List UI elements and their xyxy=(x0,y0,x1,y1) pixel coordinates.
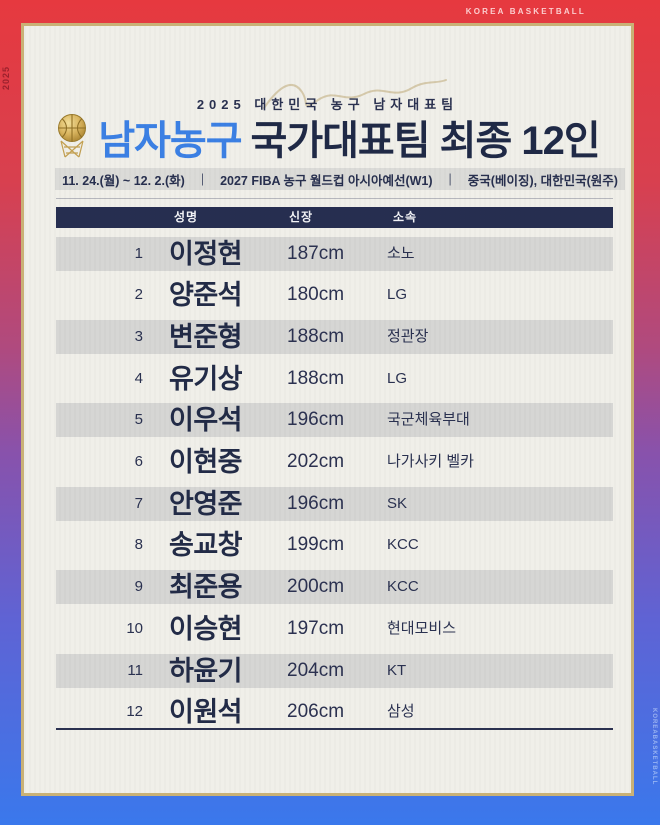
player-number: 6 xyxy=(134,453,143,470)
player-height: 180cm xyxy=(287,284,345,306)
table-row: 1 이정현 187cm 소노 xyxy=(56,236,613,271)
title-part-dark: 국가대표팀 최종 12인 xyxy=(250,119,601,163)
table-row: 7 안영준 196cm SK xyxy=(56,486,613,521)
column-header-name: 성명 xyxy=(174,210,199,224)
signature-scribble-icon xyxy=(263,79,447,109)
player-number: 4 xyxy=(134,369,143,387)
player-team: 현대모비스 xyxy=(387,619,457,637)
border-watermark: KOREABASKETBALL xyxy=(651,707,657,785)
table-row: 8 송교창 199cm KCC xyxy=(56,528,613,562)
player-name: 이정현 xyxy=(169,238,243,269)
table-rows: 1 이정현 187cm 소노 2 양준석 180cm LG 3 변준형 188c… xyxy=(56,198,613,743)
player-height: 188cm xyxy=(287,325,345,347)
player-number: 12 xyxy=(126,703,143,721)
event-info-bar: 11. 24.(월) ~ 12. 2.(화) | 2027 FIBA 농구 월드… xyxy=(55,168,625,190)
korea-basketball-label: KOREA BASKETBALL xyxy=(465,7,586,16)
player-height: 204cm xyxy=(287,659,345,681)
player-height: 196cm xyxy=(287,409,345,431)
player-number: 11 xyxy=(127,661,143,679)
player-team: SK xyxy=(387,494,408,512)
player-team: 정관장 xyxy=(387,327,429,345)
table-row: 12 이원석 206cm 삼성 xyxy=(56,695,613,729)
player-team: 삼성 xyxy=(387,703,415,721)
player-team: LG xyxy=(387,369,408,387)
player-number: 5 xyxy=(134,411,143,429)
player-number: 8 xyxy=(134,536,143,554)
player-team: 국군체육부대 xyxy=(387,411,470,429)
player-team: KCC xyxy=(387,536,419,554)
player-number: 9 xyxy=(134,578,143,596)
pre-title: 2025 대한민국 농구 남자대표팀 xyxy=(196,97,459,112)
table-row: 2 양준석 180cm LG xyxy=(56,278,613,312)
player-number: 3 xyxy=(134,327,143,345)
player-team: KCC xyxy=(387,578,419,596)
player-team: 소노 xyxy=(387,244,415,262)
player-number: 1 xyxy=(134,244,143,262)
table-row: 3 변준형 188cm 정관장 xyxy=(56,319,613,354)
player-team: KT xyxy=(387,661,407,679)
table-row: 6 이현중 202cm 나가사키 벨카 xyxy=(56,445,613,479)
player-name: 안영준 xyxy=(169,488,243,519)
event-venues: 중국(베이징), 대한민국(원주) xyxy=(467,173,618,188)
main-title: 남자농구 국가대표팀 최종 12인 xyxy=(24,110,631,164)
player-name: 하윤기 xyxy=(169,655,243,686)
gold-basketball-icon xyxy=(58,114,87,158)
table-row: 9 최준용 200cm KCC xyxy=(56,570,613,605)
player-name: 양준석 xyxy=(169,280,243,311)
player-height: 202cm xyxy=(287,451,345,472)
player-height: 199cm xyxy=(287,534,345,556)
border-year-label: 2025 xyxy=(1,66,11,91)
player-height: 197cm xyxy=(287,617,345,639)
separator: | xyxy=(448,172,452,186)
player-height: 200cm xyxy=(287,576,345,598)
player-team: LG xyxy=(387,286,408,304)
player-name: 이승현 xyxy=(169,613,243,644)
event-dates: 11. 24.(월) ~ 12. 2.(화) xyxy=(62,173,185,188)
table-row: 5 이우석 196cm 국군체육부대 xyxy=(56,403,613,438)
roster-table: 성명 신장 소속 1 이정현 187cm 소노 2 양준석 180cm LG 3… xyxy=(56,198,613,743)
player-height: 187cm xyxy=(287,242,345,264)
title-part-blue: 남자농구 xyxy=(98,119,242,163)
table-row: 10 이승현 197cm 현대모비스 xyxy=(56,612,613,646)
player-team: 나가사키 벨카 xyxy=(387,453,474,470)
table-row: 11 하윤기 204cm KT xyxy=(56,653,613,688)
player-name: 이우석 xyxy=(169,405,243,436)
player-name: 최준용 xyxy=(169,572,243,603)
player-name: 유기상 xyxy=(169,363,243,394)
column-header-height: 신장 xyxy=(289,210,314,224)
table-row: 4 유기상 188cm LG xyxy=(56,362,613,396)
column-header-team: 소속 xyxy=(393,210,418,224)
table-bottom-rule xyxy=(56,728,613,730)
table-header: 성명 신장 소속 xyxy=(56,207,613,228)
paper-frame: 2025 대한민국 농구 남자대표팀 남자농구 국가대표팀 최종 12인 11.… xyxy=(21,23,634,796)
player-name: 이원석 xyxy=(169,697,243,728)
player-number: 2 xyxy=(134,286,143,304)
player-name: 이현중 xyxy=(169,447,243,477)
player-number: 10 xyxy=(126,619,143,637)
player-number: 7 xyxy=(134,494,143,512)
player-height: 188cm xyxy=(287,367,345,389)
table-top-rule xyxy=(56,198,613,199)
player-name: 송교창 xyxy=(169,530,243,561)
separator: | xyxy=(200,172,205,186)
player-height: 196cm xyxy=(287,492,345,514)
player-name: 변준형 xyxy=(169,321,243,352)
event-name: 2027 FIBA 농구 월드컵 아시아예선(W1) xyxy=(220,173,433,188)
player-height: 206cm xyxy=(287,701,345,723)
